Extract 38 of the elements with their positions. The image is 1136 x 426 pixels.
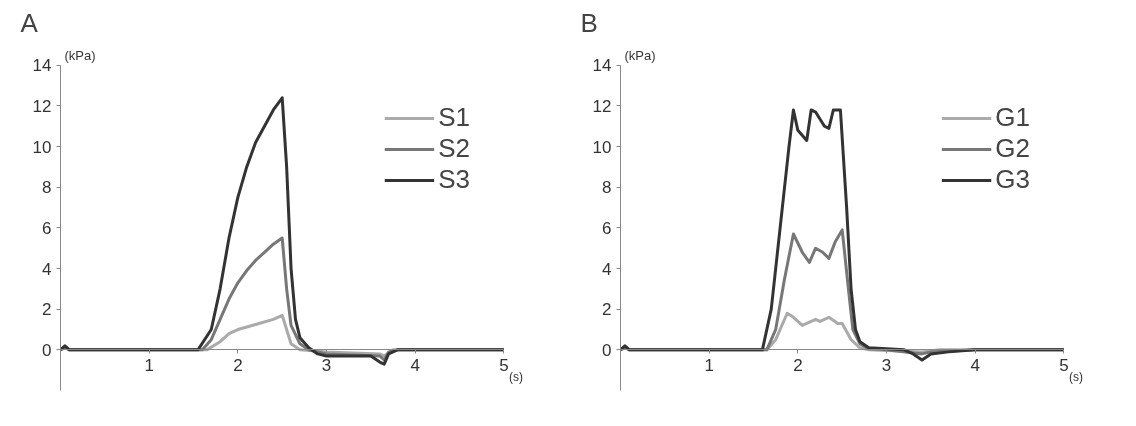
y-tick-label: 4 [42, 259, 52, 279]
x-tick-label: 4 [970, 355, 980, 375]
y-tick-label: 14 [32, 56, 52, 76]
x-tick-label: 4 [410, 355, 420, 375]
chart-title: A [20, 7, 39, 38]
x-tick-label: 5 [499, 355, 509, 375]
y-axis-title: (kPa) [624, 48, 656, 64]
legend-label: S3 [438, 164, 470, 195]
legend-label: G2 [995, 133, 1030, 164]
x-tick-label: 1 [704, 355, 714, 375]
y-tick-label: 4 [602, 259, 612, 279]
y-tick-label: 2 [42, 300, 52, 320]
y-tick-label: 8 [602, 178, 612, 198]
y-tick-label: 6 [42, 218, 52, 238]
x-axis-title: (s) [508, 369, 523, 384]
chart-title: B [580, 7, 598, 38]
y-tick-label: 6 [602, 218, 612, 238]
x-tick-label: 3 [321, 355, 332, 375]
y-tick-label: 0 [42, 340, 52, 360]
x-axis-title: (s) [1068, 369, 1083, 384]
legend-label: G1 [995, 102, 1030, 133]
y-tick-label: 0 [602, 340, 612, 360]
y-axis-title: (kPa) [64, 48, 96, 64]
y-tick-label: 10 [32, 137, 52, 157]
y-tick-label: 2 [602, 300, 612, 320]
x-tick-label: 5 [1059, 355, 1069, 375]
y-tick-label: 8 [42, 178, 52, 198]
y-tick-label: 10 [592, 137, 612, 157]
legend-label: S2 [438, 133, 470, 164]
legend-label: S1 [438, 102, 470, 133]
y-tick-label: 14 [592, 56, 612, 76]
x-tick-label: 2 [233, 355, 243, 375]
y-tick-label: 12 [592, 96, 612, 116]
x-tick-label: 2 [793, 355, 803, 375]
x-tick-label: 3 [881, 355, 892, 375]
legend-label: G3 [995, 164, 1030, 195]
x-tick-label: 1 [144, 355, 154, 375]
y-tick-label: 12 [32, 96, 52, 116]
